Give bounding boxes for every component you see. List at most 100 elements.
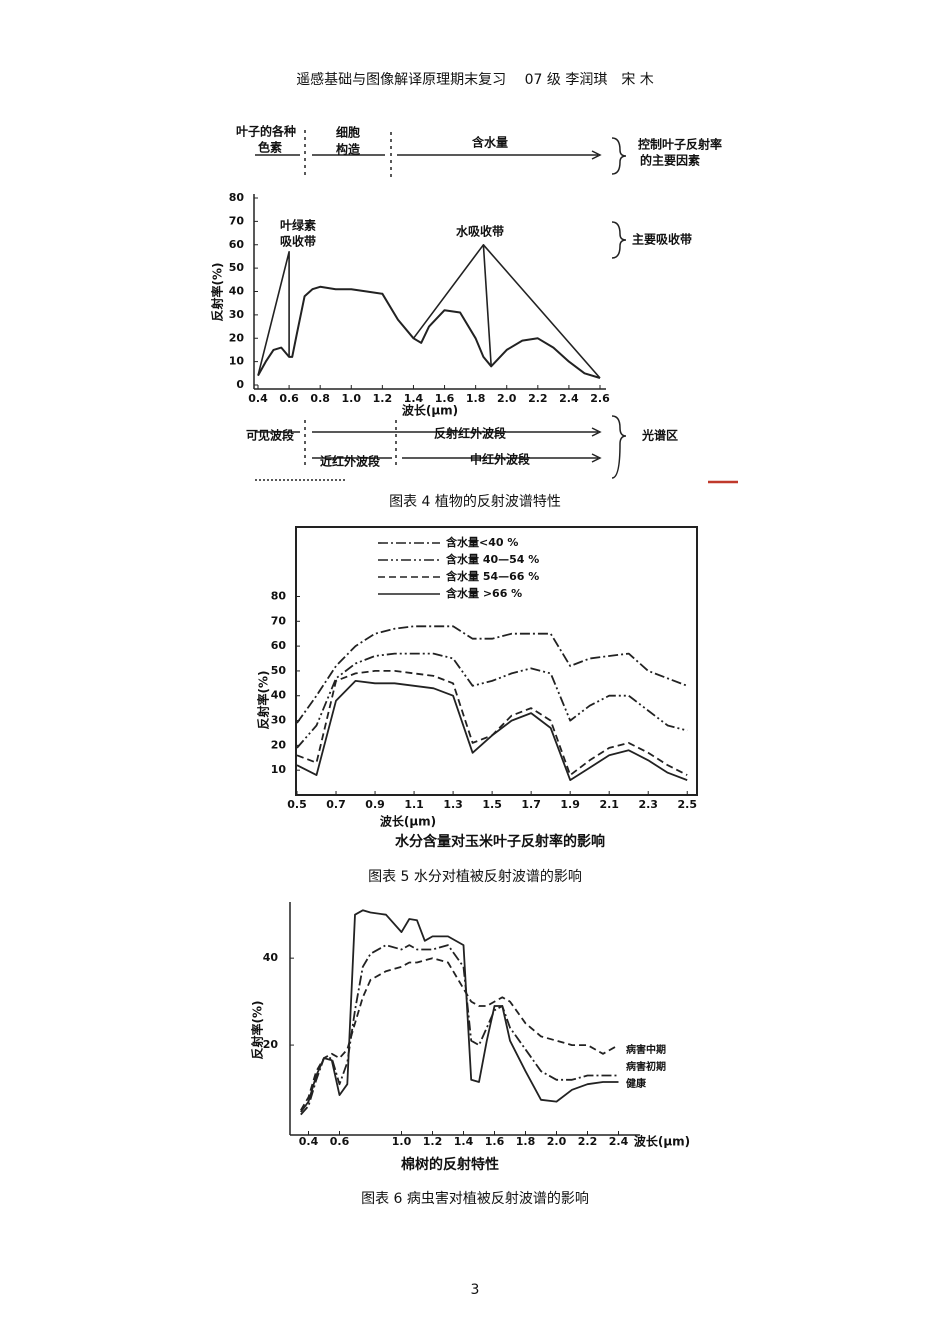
x-tick-label: 2.1	[599, 798, 619, 811]
annotation: 主要吸收带	[632, 232, 692, 247]
arrow-head	[591, 150, 602, 160]
brace	[611, 221, 627, 259]
y-tick-label: 60	[271, 639, 287, 652]
x-tick-label: 2.4	[559, 392, 579, 405]
y-tick-label: 10	[271, 763, 287, 776]
annotation: 可见波段	[246, 428, 295, 443]
y-tick-label: 80	[271, 589, 287, 602]
x-tick-label: 1.0	[392, 1135, 412, 1148]
legend-label: 含水量<40 %	[445, 535, 518, 549]
brace	[611, 415, 627, 479]
y-tick-label: 20	[229, 331, 245, 344]
y-tick-label: 70	[229, 214, 245, 227]
y-axis-label: 反射率(%)	[210, 263, 225, 322]
x-tick-label: 0.4	[248, 392, 268, 405]
annotation: 构造	[336, 142, 361, 157]
annotation: 控制叶子反射率	[638, 137, 722, 152]
chart-title: 水分含量对玉米叶子反射率的影响	[395, 833, 605, 850]
annotation: 反射红外波段	[434, 426, 507, 441]
x-tick-label: 1.7	[521, 798, 541, 811]
series-line	[296, 652, 688, 749]
x-tick-label: 2.3	[638, 798, 658, 811]
x-tick-label: 1.2	[373, 392, 393, 405]
series-line	[296, 670, 688, 776]
y-tick-label: 40	[229, 285, 245, 298]
brace	[611, 137, 627, 175]
y-tick-label: 20	[271, 738, 287, 751]
y-axis-label: 反射率(%)	[250, 1001, 265, 1060]
series-label: 健康	[626, 1077, 647, 1090]
x-tick-label: 2.6	[590, 392, 610, 405]
annotation: 的主要因素	[640, 153, 700, 168]
series-line	[300, 909, 619, 1113]
x-axis-label: 波长(μm)	[402, 403, 458, 418]
series-line	[300, 957, 619, 1111]
series-label: 病害中期	[626, 1043, 666, 1056]
x-tick-label: 0.6	[279, 392, 299, 405]
x-axis-label: 波长(μm)	[634, 1134, 690, 1149]
annotation: 水吸收带	[456, 224, 504, 239]
y-tick-label: 30	[229, 308, 245, 321]
x-axis-label: 波长(μm)	[380, 814, 436, 829]
y-tick-label: 10	[229, 355, 245, 368]
legend-label: 含水量 54—66 %	[445, 569, 539, 583]
x-tick-label: 1.8	[516, 1135, 536, 1148]
annotation: 含水量	[472, 135, 508, 150]
y-tick-label: 0	[236, 378, 244, 391]
arrow-head	[591, 427, 602, 437]
x-tick-label: 2.0	[497, 392, 517, 405]
y-tick-label: 20	[263, 1038, 279, 1051]
figure-4-decor	[255, 130, 627, 481]
y-tick-label: 40	[263, 951, 279, 964]
y-tick-label: 50	[229, 261, 245, 274]
series-line	[296, 680, 688, 781]
absorption-band-line	[482, 244, 601, 379]
x-tick-label: 1.6	[435, 392, 455, 405]
x-tick-label: 0.9	[365, 798, 385, 811]
x-tick-label: 0.6	[330, 1135, 350, 1148]
figure-caption: 图表 5 水分对植被反射波谱的影响	[368, 869, 582, 885]
x-tick-label: 2.2	[578, 1135, 598, 1148]
y-tick-label: 50	[271, 664, 287, 677]
y-tick-label: 40	[271, 689, 287, 702]
absorption-band-line	[257, 251, 290, 376]
x-tick-label: 1.1	[404, 798, 424, 811]
x-tick-label: 1.5	[482, 798, 502, 811]
legend-label: 含水量 40—54 %	[445, 552, 539, 566]
annotation: 光谱区	[641, 428, 678, 443]
x-tick-label: 2.5	[677, 798, 697, 811]
y-axis-label: 反射率(%)	[256, 671, 271, 730]
x-tick-label: 0.7	[326, 798, 346, 811]
legend-label: 含水量 >66 %	[445, 586, 522, 600]
y-tick-label: 80	[229, 191, 245, 204]
annotation: 色素	[258, 140, 282, 155]
chart-title: 棉树的反射特性	[401, 1156, 499, 1173]
annotation: 叶绿素	[280, 218, 316, 233]
annotation: 吸收带	[280, 234, 316, 249]
x-tick-label: 1.4	[404, 392, 424, 405]
x-tick-label: 1.6	[485, 1135, 505, 1148]
x-tick-label: 2.2	[528, 392, 548, 405]
annotation: 近红外波段	[320, 454, 381, 469]
x-tick-label: 2.4	[609, 1135, 629, 1148]
plot-frame	[295, 526, 698, 796]
x-tick-label: 1.8	[466, 392, 486, 405]
x-tick-label: 1.2	[423, 1135, 443, 1148]
x-tick-label: 1.4	[454, 1135, 474, 1148]
figure-caption: 图表 6 病虫害对植被反射波谱的影响	[361, 1191, 589, 1207]
y-tick-label: 70	[271, 614, 287, 627]
y-tick-label: 30	[271, 714, 287, 727]
x-tick-label: 0.8	[310, 392, 330, 405]
x-tick-label: 1.0	[342, 392, 362, 405]
annotation: 中红外波段	[470, 452, 531, 467]
x-tick-label: 0.5	[287, 798, 307, 811]
annotation: 叶子的各种	[236, 124, 296, 139]
x-tick-label: 1.9	[560, 798, 580, 811]
series-line	[296, 625, 688, 724]
annotation: 细胞	[336, 125, 360, 140]
page-number: 3	[471, 1282, 480, 1298]
x-tick-label: 1.3	[443, 798, 463, 811]
page-header: 遥感基础与图像解译原理期末复习 07 级 李润琪 宋 木	[296, 71, 654, 88]
